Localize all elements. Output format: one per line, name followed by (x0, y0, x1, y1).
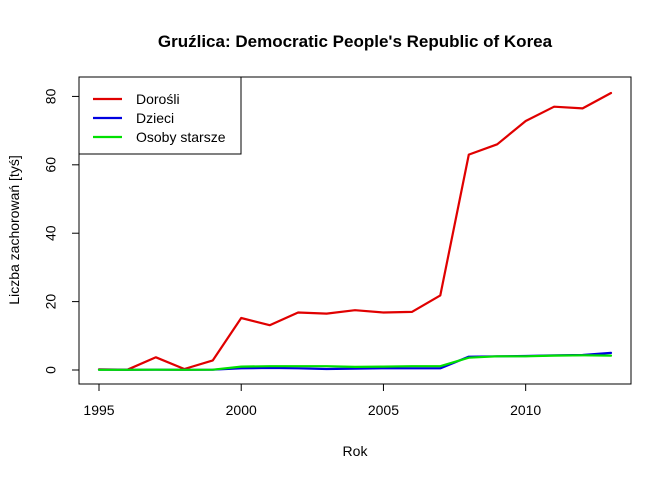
y-tick-label: 60 (43, 157, 59, 173)
series-line (97, 354, 613, 371)
series-layer (97, 91, 613, 371)
legend: Dorośli Dzieci Osoby starsze (78, 76, 242, 155)
x-axis: 1995 2000 2005 2010 (83, 383, 541, 418)
x-tick-label: 1995 (83, 402, 114, 418)
legend-label: Dorośli (136, 91, 180, 107)
legend-box (78, 76, 242, 155)
legend-label: Osoby starsze (136, 129, 226, 145)
y-tick-label: 0 (43, 366, 59, 374)
y-tick-label: 80 (43, 88, 59, 104)
y-tick-label: 40 (43, 225, 59, 241)
chart-title: Gruźlica: Democratic People's Republic o… (158, 32, 553, 51)
x-axis-label: Rok (343, 443, 369, 459)
legend-label: Dzieci (136, 110, 174, 126)
x-tick-label: 2000 (226, 402, 257, 418)
legend-items: Dorośli Dzieci Osoby starsze (93, 91, 226, 145)
x-tick-label: 2010 (510, 402, 541, 418)
y-axis: 0 20 40 60 80 (43, 88, 80, 374)
y-axis-label: Liczba zachorowań [tyś] (6, 155, 22, 304)
x-tick-label: 2005 (368, 402, 399, 418)
y-tick-label: 20 (43, 294, 59, 310)
